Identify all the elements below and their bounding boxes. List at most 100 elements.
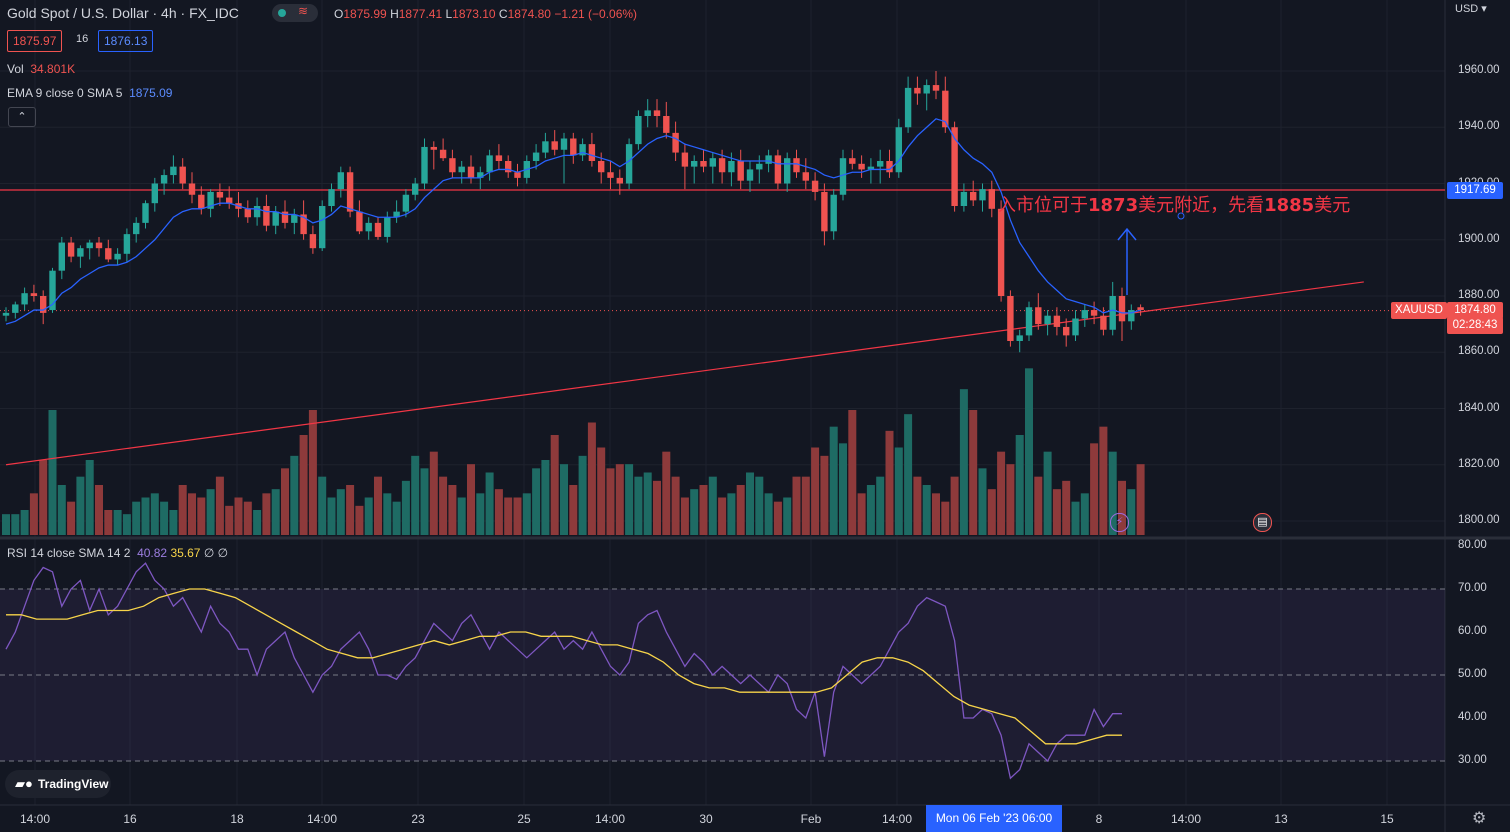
candle-body [384,217,391,237]
rsi-axis-label: 40.00 [1458,711,1487,723]
volume-bar [522,493,531,535]
arrow-head [1117,227,1137,241]
volume-bar [476,493,485,535]
volume-legend[interactable]: Vol 34.801K [7,62,76,76]
volume-bar [318,476,327,535]
candle-body [263,206,270,226]
rsi-lines [5,562,1122,780]
candle-body [718,158,726,173]
price-axis-label: 1820.00 [1458,457,1500,470]
status-pill[interactable]: ≋ [272,4,318,22]
candle-body [570,138,577,156]
volume-bar [764,493,773,535]
candle-body [207,191,214,209]
volume-bar [504,497,513,535]
resistance-price-tag: 1917.69 [1447,182,1503,199]
candle-body [412,183,419,195]
us-flag-icon[interactable]: ▤ [1253,513,1272,532]
rsi-sma-line [6,588,1122,745]
volume-bar [178,485,187,535]
price-axis-label: 1880.00 [1458,289,1500,301]
volume-bar [160,501,169,535]
candle-body [244,208,251,218]
volume-bar [411,455,420,535]
time-axis-label: 8 [1095,812,1103,826]
tradingview-badge[interactable]: ▰● TradingView [5,770,111,798]
candle-body [2,312,10,316]
ema-polyline [5,118,1141,325]
volume-bar [560,464,568,535]
rsi-pane [0,588,1445,762]
volume-bar [643,472,652,535]
time-axis-label: 14:00 [19,812,51,826]
volume-bar [615,464,624,535]
open-value: 1875.99 [343,7,387,21]
volume-bar [95,485,103,535]
candle-body [784,158,791,184]
currency-selector[interactable]: USD ▾ [1455,3,1487,15]
candle-body [877,161,884,167]
volume-bar [885,430,894,535]
volume-bar [420,468,429,535]
volume-bar [271,489,280,535]
volume-bar [718,497,727,535]
candle-body [337,172,344,190]
candle-body [40,296,47,313]
candle-body [1007,296,1014,341]
volume-bar [383,493,392,535]
volume-bar [1025,368,1033,535]
countdown-tag: 02:28:43 [1447,317,1503,334]
lightning-icon[interactable]: ⚡ [1110,513,1129,532]
rsi-axis-label: 50.00 [1458,668,1487,680]
candle-body [188,183,196,195]
volume-bar [532,468,541,535]
candle-body [979,189,986,201]
volume-bar [736,485,745,535]
close-value: 1874.80 [507,7,551,21]
volume-bar [997,451,1006,535]
candle-body [858,163,865,170]
candle-body [895,127,902,173]
sell-button[interactable]: 1875.97 [7,30,63,52]
candle-body [598,161,605,173]
volume-bar [1118,480,1126,535]
buy-button[interactable]: 1876.13 [98,30,154,52]
candle-body [635,116,642,145]
volume-bar [578,455,587,535]
symbol-title[interactable]: Gold Spot / U.S. Dollar · 4h · FX_IDC [7,5,239,21]
volume-bar [76,476,85,535]
candle-body [272,211,279,226]
rsi-sma-value: 35.67 [170,546,201,560]
volume-bar [141,497,150,535]
trade-annotation[interactable]: 入市位可于1873美元附近，先看1885美元 [998,195,1351,216]
ema-legend[interactable]: EMA 9 close 0 SMA 5 1875.09 [7,86,173,100]
candle-body [449,158,456,173]
rsi-extra: ∅ ∅ [203,546,229,560]
gear-icon[interactable]: ⚙ [1472,810,1487,827]
volume-bar [467,464,475,535]
candle-body [765,155,772,164]
volume-bar [1080,493,1089,535]
time-axis-label: Feb [800,812,822,826]
spread-value: 16 [76,33,89,45]
volume-bar [57,485,66,535]
crosshair-time-label: Mon 06 Feb '23 06:00 [926,805,1062,832]
candle-body [625,144,633,184]
candle-body [1063,326,1070,336]
volume-bar [20,510,29,535]
time-axis-label: 18 [230,812,244,826]
volume-bar [1127,489,1136,535]
candle-body [988,189,995,209]
collapse-legend-button[interactable]: ⌃ [8,107,36,127]
price-axis-label: 1800.00 [1458,514,1500,526]
price-axis-label: 1860.00 [1458,345,1500,358]
candle-body [970,191,977,201]
volume-bar [355,505,364,535]
volume-bar [978,468,987,535]
symbol-tag: XAUUSD [1391,302,1447,319]
rsi-line [5,562,1122,780]
rsi-legend[interactable]: RSI 14 close SMA 14 2 40.82 35.67 ∅ ∅ [7,546,229,560]
candle-body [849,158,856,164]
volume-bar [922,485,931,535]
